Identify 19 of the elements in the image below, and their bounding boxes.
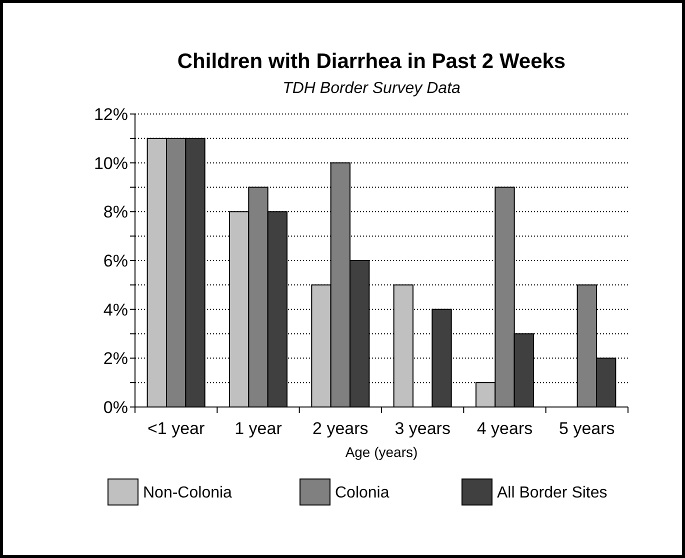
- legend-label: All Border Sites: [497, 484, 608, 502]
- legend-label: Colonia: [335, 484, 390, 502]
- y-tick-label: 10%: [94, 154, 128, 173]
- chart-subtitle: TDH Border Survey Data: [282, 80, 461, 97]
- x-tick-label: 1 year: [234, 419, 282, 438]
- y-tick-label: 0%: [103, 398, 128, 417]
- x-tick-label: 5 years: [559, 419, 615, 438]
- y-tick-label: 4%: [103, 300, 128, 320]
- y-tick-label: 8%: [103, 202, 128, 222]
- y-tick-label: 6%: [103, 251, 128, 270]
- x-tick-label: 2 years: [312, 419, 368, 438]
- x-tick-label: 4 years: [476, 419, 533, 438]
- y-tick-label: 12%: [94, 104, 128, 124]
- x-axis-title: Age (years): [345, 444, 418, 460]
- x-tick-label: 3 years: [394, 419, 450, 438]
- y-tick-label: 2%: [103, 349, 128, 368]
- x-tick-label: <1 year: [147, 419, 206, 438]
- chart-title: Children with Diarrhea in Past 2 Weeks: [177, 50, 566, 73]
- legend-label: Non-Colonia: [143, 484, 232, 502]
